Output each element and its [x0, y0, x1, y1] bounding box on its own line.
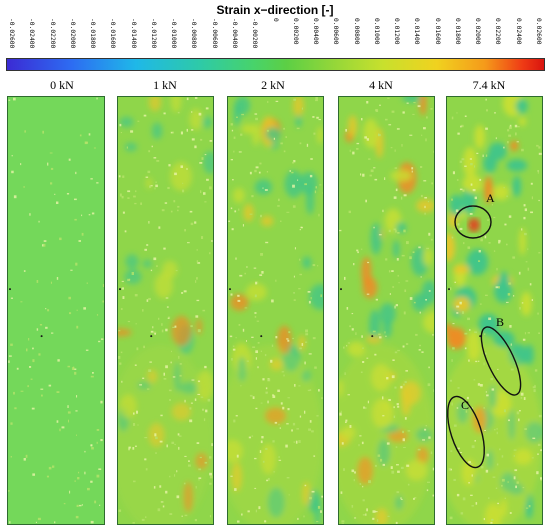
- colorbar-tick-label: 0.01600: [433, 18, 441, 45]
- strain-field: [118, 97, 213, 524]
- colorbar-tick: 0.00800: [351, 18, 360, 56]
- colorbar-tick: -0.00600: [209, 18, 218, 56]
- strain-field: [339, 97, 434, 524]
- colorbar-tick-label: 0.01000: [372, 18, 380, 45]
- colorbar-tick-label: -0.01200: [149, 18, 157, 49]
- strain-panel-4kn: [338, 96, 435, 525]
- colorbar-tick: 0: [270, 18, 279, 56]
- strain-panel-0kn: [7, 96, 105, 525]
- colorbar-tick: -0.02600: [6, 18, 15, 56]
- colorbar-tick: 0.02200: [492, 18, 502, 56]
- strain-panel-7-4kn: [446, 96, 543, 525]
- colorbar-tick-label: -0.00400: [230, 18, 238, 49]
- colorbar-tick: 0.01200: [391, 18, 401, 56]
- colorbar-tick-label: 0.01400: [413, 18, 421, 45]
- colorbar-tick-label: 0.01200: [393, 18, 401, 45]
- colorbar-tick-label: 0.00600: [332, 18, 340, 45]
- colorbar-tick: -0.02200: [47, 18, 56, 56]
- strain-panel-1kn: [117, 96, 214, 525]
- colorbar-tick: -0.01400: [128, 18, 137, 56]
- panel-label-2kn: 2 kN: [261, 78, 285, 92]
- colorbar-tick-label: -0.02200: [48, 18, 56, 49]
- colorbar-tick: -0.00200: [249, 18, 259, 56]
- colorbar-tick: 0.02000: [472, 18, 482, 56]
- colorbar-title: Strain x−direction [-]: [216, 3, 334, 17]
- colorbar-tick-label: -0.01600: [109, 18, 117, 49]
- ellipse-b: [480, 326, 522, 396]
- colorbar-tick-label: -0.01400: [129, 18, 137, 49]
- colorbar-tick: -0.02000: [67, 18, 76, 56]
- annotation-a: A: [486, 191, 495, 205]
- colorbar-tick-label: 0.02400: [514, 18, 522, 45]
- colorbar-tick-label: -0.00200: [251, 18, 259, 49]
- colorbar-tick-label: 0.02200: [494, 18, 502, 45]
- colorbar-tick-label: 0.00400: [312, 18, 320, 45]
- colorbar-tick: 0.00400: [310, 18, 320, 56]
- colorbar-tick-label: -0.02000: [68, 18, 76, 49]
- strain-field: [228, 97, 323, 524]
- colorbar-tick: 0.01600: [432, 18, 441, 56]
- strain-field: [447, 97, 542, 524]
- colorbar-tick: -0.00400: [229, 18, 238, 56]
- panel-label-0kn: 0 kN: [50, 78, 74, 92]
- ellipse-c: [447, 395, 485, 469]
- annotation-overlay: [447, 205, 522, 469]
- colorbar-tick: 0.00200: [290, 18, 299, 56]
- colorbar-tick-label: -0.01800: [89, 18, 97, 49]
- colorbar-tick-label: 0.02600: [535, 18, 542, 45]
- colorbar-tick: -0.01800: [87, 18, 97, 56]
- colorbar-tick-label: -0.02600: [8, 18, 15, 49]
- strain-panel-2kn: [227, 96, 324, 525]
- colorbar-tick-label: 0.00800: [352, 18, 360, 45]
- colorbar-tick: 0.01400: [411, 18, 421, 56]
- colorbar-tick: 0.01000: [371, 18, 380, 56]
- colorbar-tick-label: -0.00600: [210, 18, 218, 49]
- panel-label-1kn: 1 kN: [153, 78, 177, 92]
- colorbar: [6, 58, 545, 71]
- colorbar-tick-label: 0.00200: [291, 18, 299, 45]
- colorbar-tick-label: -0.01000: [170, 18, 178, 49]
- colorbar-tick-label: -0.02400: [28, 18, 36, 49]
- annotation-b: B: [496, 315, 505, 329]
- colorbar-tick-label: 0.02000: [474, 18, 482, 45]
- ellipse-a: [454, 205, 492, 239]
- colorbar-tick: 0.02600: [533, 18, 542, 56]
- colorbar-tick: 0.00600: [330, 18, 340, 56]
- panel-label-7-4kn: 7.4 kN: [472, 78, 506, 92]
- colorbar-tick: -0.01600: [107, 18, 117, 56]
- annotation-c: C: [461, 398, 470, 412]
- colorbar-tick: -0.00800: [188, 18, 198, 56]
- colorbar-tick-label: 0: [271, 18, 279, 22]
- colorbar-tick: -0.01000: [168, 18, 178, 56]
- colorbar-tick: -0.02400: [26, 18, 36, 56]
- colorbar-tick: -0.01200: [148, 18, 157, 56]
- colorbar-tick: 0.01800: [452, 18, 461, 56]
- colorbar-tick-label: 0.01800: [453, 18, 461, 45]
- colorbar-tick-labels: -0.02600 -0.02400 -0.02200 -0.02000 -0.01800…: [0, 18, 550, 58]
- strain-field: [8, 97, 104, 524]
- panel-label-4kn: 4 kN: [369, 78, 393, 92]
- colorbar-tick-label: -0.00800: [190, 18, 198, 49]
- colorbar-tick: 0.02400: [513, 18, 522, 56]
